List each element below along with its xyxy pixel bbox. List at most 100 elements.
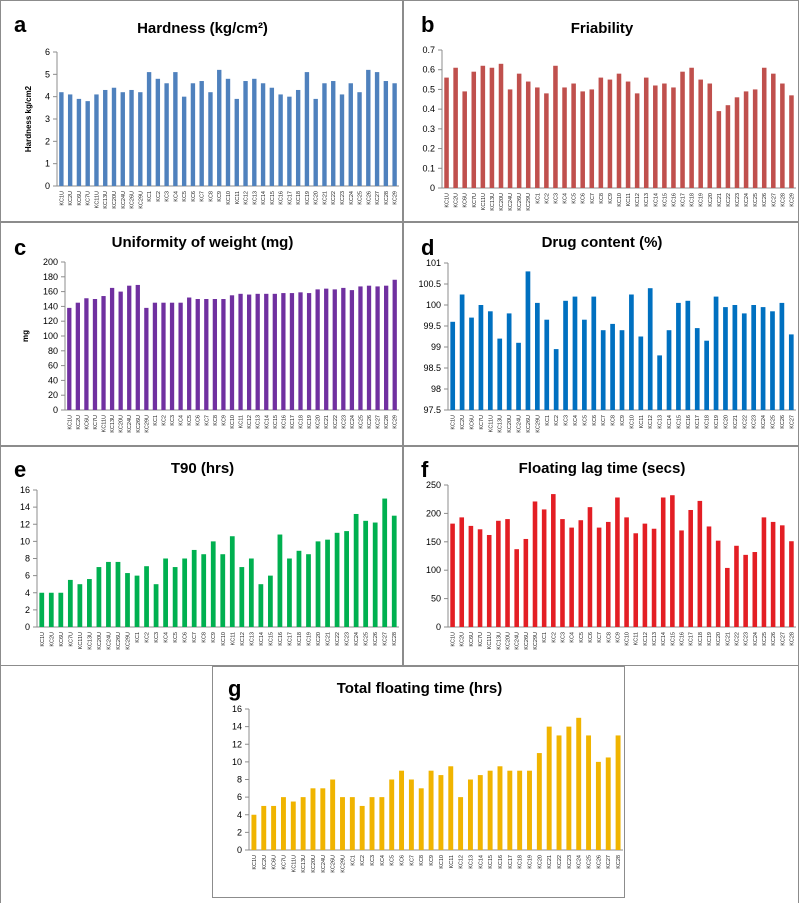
bar <box>688 509 693 627</box>
x-tick-label: KC8 <box>599 193 605 204</box>
x-tick-label: KC11 <box>634 632 640 645</box>
y-tick-label: 0 <box>53 405 58 415</box>
y-tick-label: 16 <box>20 485 30 495</box>
bar <box>761 517 767 627</box>
x-tick-label: KC20 <box>723 415 729 429</box>
bar <box>399 770 405 850</box>
x-tick-label: KC21 <box>547 855 553 869</box>
x-tick-label: KC5 <box>182 191 188 202</box>
x-tick-label: KC6U <box>77 191 83 206</box>
bar <box>76 98 82 186</box>
x-tick-label: KC23 <box>341 415 347 429</box>
x-tick-label: KC4 <box>573 415 579 426</box>
x-tick-label: KC1U <box>67 415 73 430</box>
x-tick-label: KC17 <box>695 415 701 429</box>
bar <box>144 566 149 627</box>
x-tick-label: KC4 <box>563 193 569 204</box>
bar <box>178 302 183 410</box>
x-tick-label: KC25 <box>364 632 370 646</box>
y-tick-label: 5 <box>45 69 50 79</box>
y-tick-label: 12 <box>20 519 30 529</box>
x-tick-label: KC21 <box>717 193 723 207</box>
x-tick-label: KC14 <box>478 855 484 869</box>
y-tick-label: 0.5 <box>422 84 435 94</box>
x-tick-label: KC29 <box>393 191 399 205</box>
x-tick-label: KC26U <box>517 193 523 211</box>
bar <box>418 788 424 850</box>
x-tick-label: KC29U <box>144 415 150 433</box>
bar <box>182 558 188 627</box>
x-tick-label: KC18 <box>518 855 524 869</box>
bar <box>676 302 681 410</box>
x-tick-label: KC27 <box>606 855 612 869</box>
x-tick-label: KC13U <box>490 193 496 211</box>
x-tick-label: KC24 <box>744 193 750 207</box>
bar <box>770 311 775 410</box>
x-tick-label: KC24 <box>349 191 355 205</box>
x-tick-label: KC26U <box>331 855 337 873</box>
x-tick-label: KC22 <box>335 632 341 646</box>
x-tick-label: KC4 <box>164 632 170 643</box>
bar <box>340 797 345 850</box>
bar <box>146 72 152 186</box>
bar <box>560 519 565 627</box>
x-tick-label: KC14 <box>264 415 270 429</box>
x-tick-label: KC11U <box>481 193 487 210</box>
y-tick-label: 50 <box>431 594 441 604</box>
x-tick-label: KC1U <box>59 191 65 206</box>
bar <box>369 797 375 850</box>
bar <box>320 788 326 850</box>
x-tick-label: KC18 <box>299 415 305 429</box>
bar <box>605 521 611 627</box>
bar <box>298 292 303 410</box>
x-tick-label: KC10 <box>226 191 232 205</box>
x-tick-label: KC26 <box>780 415 786 429</box>
bar <box>643 77 649 188</box>
x-tick-label: KC11U <box>94 191 100 208</box>
panel-letter: f <box>421 457 429 482</box>
bar <box>610 323 615 410</box>
bar <box>331 81 336 186</box>
bar <box>535 302 540 410</box>
x-tick-label: KC20U <box>311 855 317 873</box>
bar <box>306 293 312 410</box>
bar <box>459 294 465 410</box>
bar <box>525 81 531 188</box>
chart-title: Friability <box>570 20 634 37</box>
x-tick-label: KC6U <box>59 632 65 647</box>
x-tick-label: KC10 <box>625 632 631 646</box>
bar <box>478 305 484 410</box>
x-tick-label: KC7U <box>93 415 99 430</box>
x-tick-label: KC10 <box>439 855 445 869</box>
x-tick-label: KC24 <box>350 415 356 429</box>
x-tick-label: KC17 <box>287 191 293 205</box>
x-tick-label: KC3 <box>370 855 376 866</box>
x-tick-label: KC28 <box>384 415 390 429</box>
bar <box>315 541 321 627</box>
x-tick-label: KC5 <box>187 415 193 426</box>
floating-lag-chart-panel: f Floating lag time (secs) 0 50 100 150 200 2… <box>403 446 799 666</box>
chart-title: Floating lag time (secs) <box>518 460 686 477</box>
x-tick-label: KC1 <box>535 193 541 204</box>
x-tick-label: KC14 <box>261 191 267 205</box>
x-tick-label: KC8 <box>213 415 219 426</box>
x-tick-label: KC4 <box>570 632 576 643</box>
x-tick-label: KC1U <box>40 632 46 647</box>
x-tick-label: KC13 <box>468 855 474 869</box>
bar <box>670 495 675 627</box>
x-tick-label: KC16 <box>686 415 692 429</box>
x-tick-label: KC7 <box>204 415 210 426</box>
x-tick-label: KC2 <box>551 632 557 643</box>
bar <box>313 98 318 186</box>
x-tick-label: KC11 <box>449 855 455 868</box>
bar <box>374 72 380 186</box>
x-tick-label: KC28 <box>616 855 622 869</box>
bar <box>752 552 758 627</box>
bar <box>771 73 776 188</box>
x-tick-label: KC20U <box>119 415 125 433</box>
x-tick-label: KC1 <box>545 415 551 426</box>
x-tick-label: KC2 <box>360 855 366 866</box>
y-tick-label: 4 <box>25 588 30 598</box>
y-tick-label: 100 <box>426 565 441 575</box>
uniformity-weight-chart-panel: c Uniformity of weight (mg) 0 20 40 60 80 100… <box>0 222 403 446</box>
